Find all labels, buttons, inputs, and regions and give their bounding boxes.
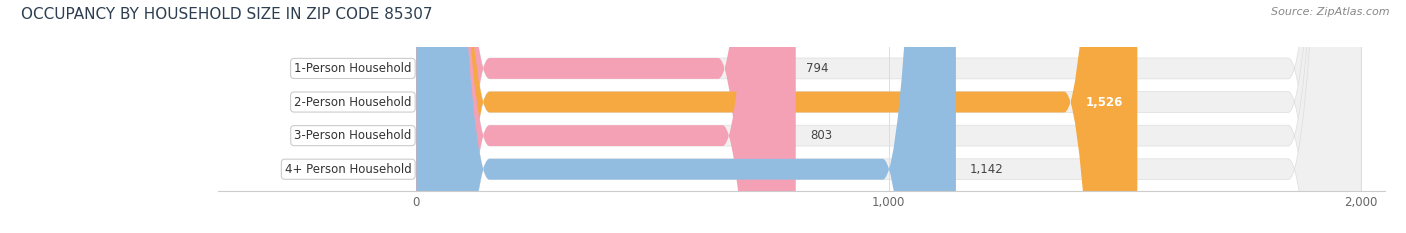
Text: 794: 794: [806, 62, 828, 75]
Text: 1,142: 1,142: [970, 163, 1004, 176]
FancyBboxPatch shape: [416, 0, 1361, 233]
Text: Source: ZipAtlas.com: Source: ZipAtlas.com: [1271, 7, 1389, 17]
Text: OCCUPANCY BY HOUSEHOLD SIZE IN ZIP CODE 85307: OCCUPANCY BY HOUSEHOLD SIZE IN ZIP CODE …: [21, 7, 433, 22]
Text: 1,526: 1,526: [1085, 96, 1123, 109]
Text: 803: 803: [810, 129, 832, 142]
FancyBboxPatch shape: [416, 0, 956, 233]
FancyBboxPatch shape: [416, 0, 1361, 233]
Text: 4+ Person Household: 4+ Person Household: [285, 163, 412, 176]
Text: 3-Person Household: 3-Person Household: [294, 129, 412, 142]
FancyBboxPatch shape: [416, 0, 1137, 233]
FancyBboxPatch shape: [416, 0, 796, 233]
Text: 1-Person Household: 1-Person Household: [294, 62, 412, 75]
FancyBboxPatch shape: [416, 0, 792, 233]
FancyBboxPatch shape: [416, 0, 1361, 233]
FancyBboxPatch shape: [416, 0, 1361, 233]
Text: 2-Person Household: 2-Person Household: [294, 96, 412, 109]
